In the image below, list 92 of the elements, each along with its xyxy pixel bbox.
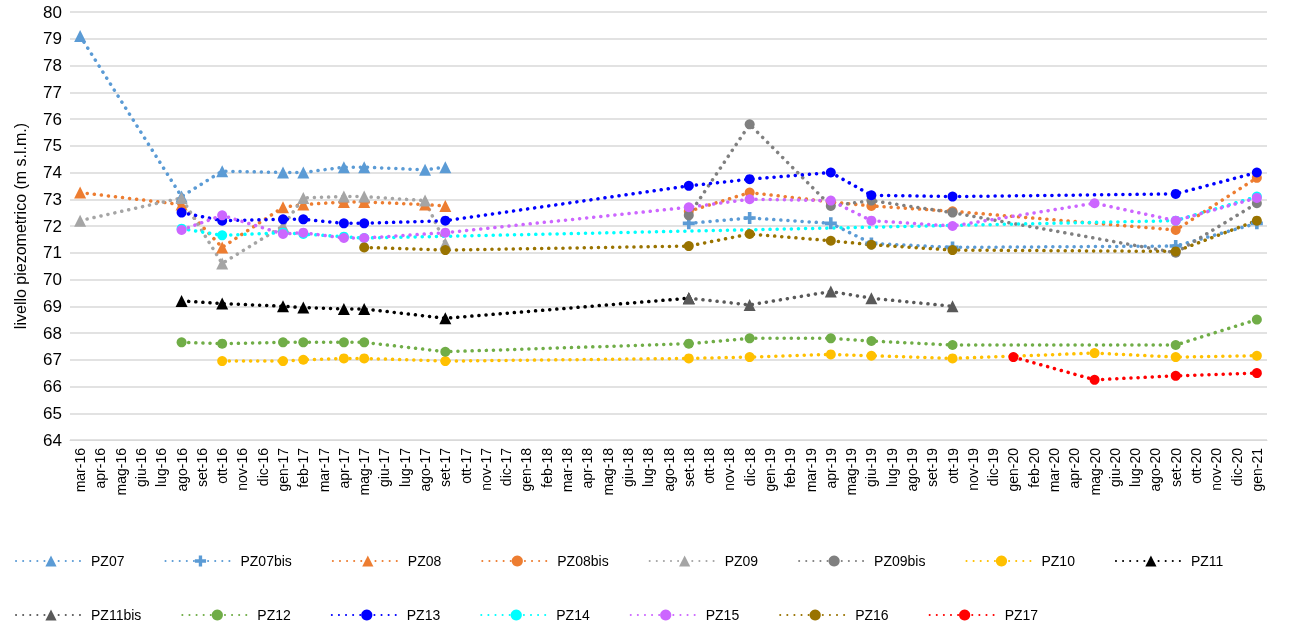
legend-label: PZ17	[1004, 607, 1039, 623]
y-tick-label: 74	[43, 163, 62, 182]
x-tick-label: apr-19	[822, 447, 839, 489]
x-tick-label: lug-19	[883, 447, 900, 487]
legend-label: PZ07	[91, 553, 125, 569]
x-tick-label: dic-16	[254, 447, 271, 487]
legend-label: PZ13	[406, 607, 441, 623]
x-tick-label: ott-16	[214, 447, 231, 484]
x-tick-label: feb-19	[782, 447, 799, 488]
x-tick-label: set-20	[1167, 447, 1184, 487]
x-tick-label: giu-16	[133, 447, 150, 487]
y-tick-label: 68	[43, 323, 62, 343]
x-tick-label: nov-16	[234, 447, 251, 491]
x-tick-label: set-17	[437, 447, 454, 487]
y-tick-label: 77	[43, 82, 62, 102]
x-tick-label: ago-17	[417, 447, 434, 492]
x-tick-label: lug-18	[640, 447, 657, 487]
x-tick-label: dic-18	[741, 447, 758, 487]
y-tick-label: 67	[43, 350, 62, 370]
x-tick-label: lug-20	[1127, 447, 1144, 487]
x-tick-label: mag-17	[356, 447, 373, 496]
legend-label: PZ11	[1190, 553, 1224, 569]
y-tick-label: 80	[43, 2, 62, 22]
x-tick-label: ott-18	[701, 447, 718, 484]
y-tick-label: 71	[43, 243, 62, 263]
x-tick-label: feb-20	[1025, 447, 1042, 488]
x-tick-label: mar-17	[315, 447, 332, 493]
x-tick-label: gen-19	[761, 447, 778, 492]
legend-label: PZ11bis	[91, 607, 142, 623]
x-tick-label: apr-20	[1066, 447, 1083, 489]
x-tick-label: nov-17	[477, 447, 494, 491]
y-tick-label: 73	[43, 189, 62, 209]
x-tick-label: ago-20	[1147, 447, 1164, 492]
x-tick-label: gen-21	[1248, 447, 1265, 492]
x-tick-label: feb-18	[538, 447, 555, 488]
y-tick-label: 76	[43, 109, 62, 129]
x-tick-label: dic-20	[1228, 447, 1245, 487]
legend-label: PZ08bis	[557, 553, 609, 569]
x-tick-label: nov-19	[964, 447, 981, 491]
x-tick-label: mar-20	[1045, 447, 1062, 493]
y-tick-label: 72	[43, 216, 62, 236]
x-tick-label: ott-17	[457, 447, 474, 484]
x-tick-label: mar-18	[559, 447, 576, 493]
x-tick-label: set-18	[680, 447, 697, 487]
x-tick-label: giu-18	[619, 447, 636, 487]
y-tick-label: 66	[43, 377, 62, 396]
x-tick-label: mag-16	[112, 447, 129, 496]
x-tick-label: nov-18	[721, 447, 738, 491]
x-tick-label: ott-19	[944, 447, 961, 484]
x-tick-label: mag-20	[1086, 447, 1103, 496]
y-tick-label: 69	[43, 296, 62, 316]
x-tick-label: mar-16	[72, 447, 89, 493]
legend-label: PZ14	[556, 607, 590, 623]
y-tick-label: 70	[43, 270, 62, 289]
x-tick-label: ago-16	[173, 447, 190, 492]
legend-label: PZ10	[1041, 553, 1076, 569]
y-tick-label: 65	[43, 403, 62, 423]
x-tick-label: set-16	[193, 447, 210, 487]
x-tick-label: apr-17	[335, 447, 352, 489]
x-tick-label: lug-17	[396, 447, 413, 487]
x-tick-label: gen-20	[1005, 447, 1022, 492]
y-tick-label: 79	[43, 29, 62, 49]
x-tick-label: dic-17	[498, 447, 515, 487]
x-tick-label: mar-19	[802, 447, 819, 493]
x-tick-label: mag-19	[843, 447, 860, 496]
x-tick-label: giu-20	[1106, 447, 1123, 487]
x-tick-label: gen-18	[518, 447, 535, 492]
x-tick-label: feb-17	[295, 447, 312, 488]
y-tick-label: 64	[43, 430, 62, 450]
x-tick-label: mag-18	[599, 447, 616, 496]
y-tick-label: 78	[43, 56, 62, 75]
x-tick-label: ott-20	[1187, 447, 1204, 484]
x-tick-label: ago-19	[903, 447, 920, 492]
y-tick-label: 75	[43, 136, 62, 156]
x-tick-label: giu-19	[863, 447, 880, 487]
legend-label: PZ08	[407, 553, 442, 569]
legend-label: PZ09	[724, 553, 759, 569]
legend-label: PZ12	[257, 607, 291, 623]
x-tick-label: nov-20	[1208, 447, 1225, 491]
y-axis-title: livello piezometrico (m s.l.m.)	[11, 122, 29, 330]
x-tick-label: apr-16	[92, 447, 109, 489]
legend-label: PZ16	[855, 607, 889, 623]
legend-label: PZ09bis	[874, 553, 926, 569]
x-tick-label: giu-17	[376, 447, 393, 487]
legend-label: PZ15	[705, 607, 740, 623]
x-tick-label: apr-18	[579, 447, 596, 489]
x-tick-label: gen-17	[275, 447, 292, 492]
legend-label: PZ07bis	[240, 553, 292, 569]
x-tick-label: dic-19	[985, 447, 1002, 487]
x-tick-label: set-19	[924, 447, 941, 487]
x-tick-label: ago-18	[660, 447, 677, 492]
x-tick-label: lug-16	[153, 447, 170, 487]
